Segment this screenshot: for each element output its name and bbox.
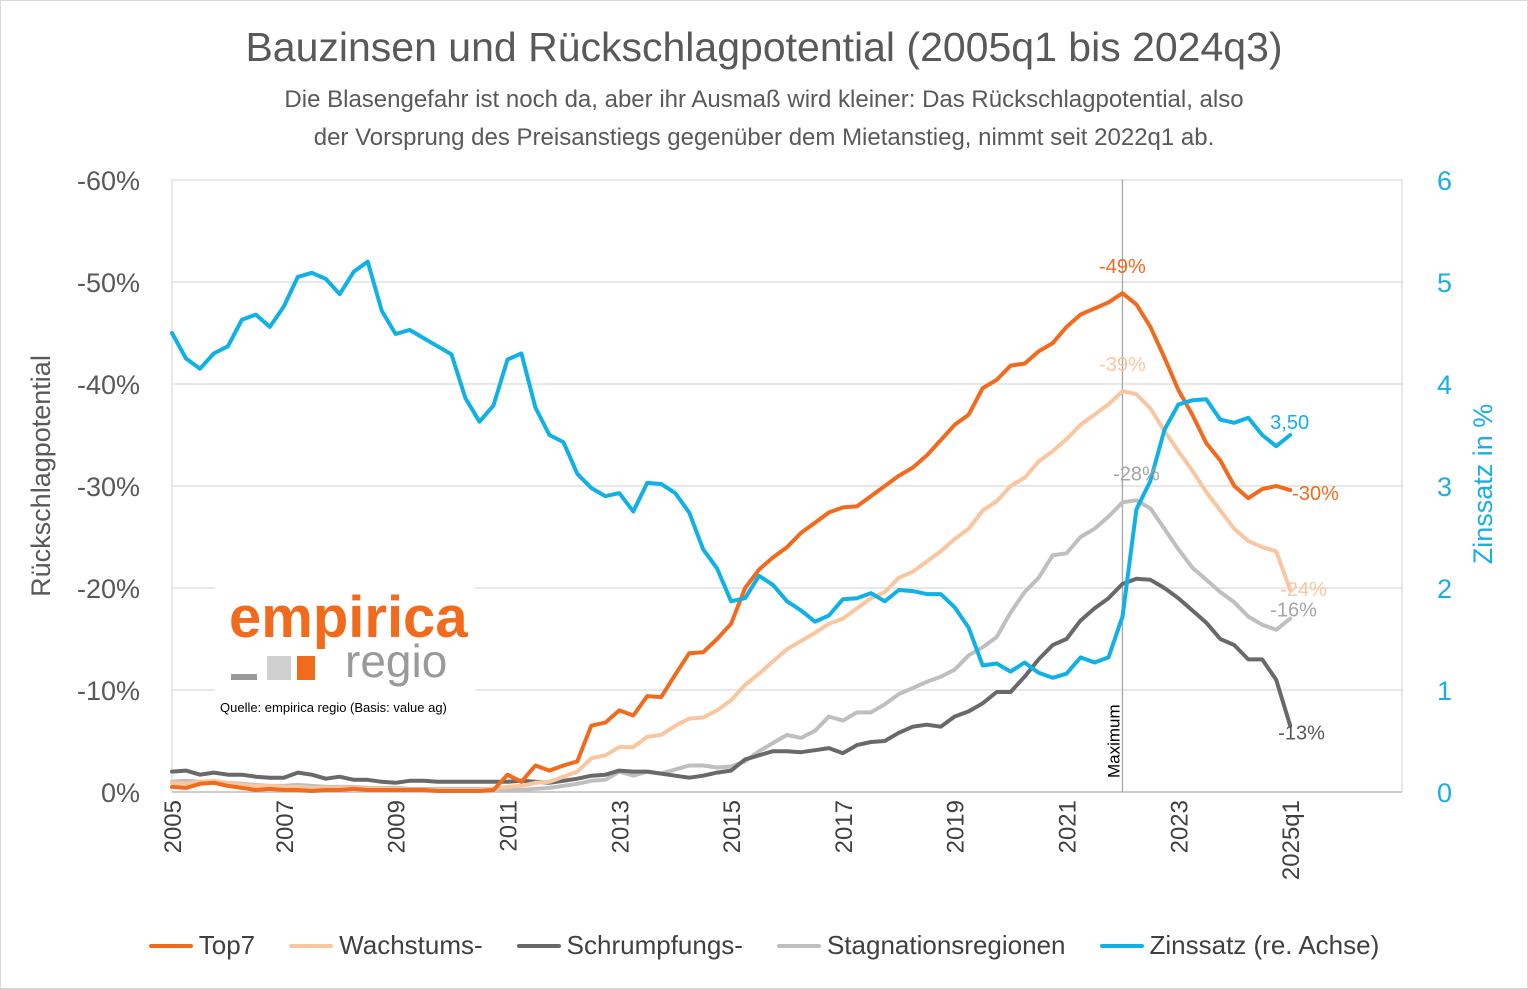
y-tick-label-left: -20% — [77, 574, 140, 604]
legend-label: Schrumpfungs- — [566, 930, 743, 960]
x-tick-label: 2015 — [719, 800, 746, 853]
end-label-4: 3,50 — [1270, 412, 1309, 434]
y-tick-label-right: 3 — [1437, 472, 1452, 502]
legend-label: Stagnationsregionen — [826, 930, 1066, 960]
y-tick-label-left: -60% — [77, 166, 140, 196]
chart-subtitle-line-1: Die Blasengefahr ist noch da, aber ihr A… — [284, 86, 1244, 113]
legend-item-1: Wachstums- — [289, 930, 483, 961]
y-tick-label-right: 4 — [1437, 370, 1452, 400]
y-tick-label-right: 0 — [1437, 778, 1452, 808]
y-tick-label-left: 0% — [101, 778, 140, 808]
end-label-3: -16% — [1270, 600, 1317, 622]
y-tick-label-left: -50% — [77, 268, 140, 298]
legend-label: Top7 — [198, 930, 256, 960]
x-tick-label: 2025q1 — [1278, 800, 1305, 880]
y-tick-label-right: 1 — [1437, 676, 1452, 706]
legend-item-2: Schrumpfungs- — [516, 930, 743, 961]
x-tick-label: 2021 — [1055, 800, 1082, 853]
x-tick-label: 2009 — [384, 800, 411, 853]
legend-swatch — [1099, 943, 1144, 948]
x-tick-label: 2005 — [160, 800, 187, 853]
logo-block-3 — [297, 656, 315, 680]
legend-item-3: Stagnationsregionen — [776, 930, 1066, 961]
x-tick-label: 2023 — [1166, 800, 1193, 853]
source-note: Quelle: empirica regio (Basis: value ag) — [220, 700, 447, 715]
y-axis-title-right: Zinssatz in % — [1468, 404, 1498, 565]
logo-subtitle: regio — [345, 635, 448, 687]
legend-item-4: Zinssatz (re. Achse) — [1099, 930, 1380, 961]
peak-label-3: -28% — [1113, 463, 1160, 485]
logo-wordmark: empirica — [229, 585, 468, 650]
logo-block-2 — [267, 656, 291, 680]
peak-label-0: -49% — [1099, 256, 1146, 278]
y-tick-label-left: -10% — [77, 676, 140, 706]
legend-item-0: Top7 — [148, 930, 256, 961]
series-line-4 — [170, 259, 1293, 680]
legend-label: Zinssatz (re. Achse) — [1149, 930, 1380, 960]
x-tick-label: 2019 — [943, 800, 970, 853]
legend-swatch — [776, 943, 821, 948]
x-tick-label: 2011 — [495, 800, 522, 852]
series-line-2 — [170, 576, 1293, 785]
y-tick-label-right: 5 — [1437, 268, 1452, 298]
peak-label-1: -39% — [1099, 354, 1146, 376]
x-tick-label: 2013 — [607, 800, 634, 853]
chart-subtitle-line-2: der Vorsprung des Preisanstiegs gegenübe… — [313, 124, 1215, 151]
y-tick-label-right: 2 — [1437, 574, 1452, 604]
end-label-1: -24% — [1280, 579, 1327, 601]
maximum-label: Maximum — [1104, 704, 1123, 778]
y-tick-label-left: -40% — [77, 370, 140, 400]
legend-swatch — [148, 943, 193, 948]
y-tick-label-left: -30% — [77, 472, 140, 502]
y-axis-title-left: Rückschlagpotential — [26, 355, 56, 597]
empirica-regio-logo: empirica regio Quelle: empirica regio (B… — [215, 582, 475, 722]
y-tick-label-right: 6 — [1437, 166, 1452, 196]
chart-title: Bauzinsen und Rückschlagpotential (2005q… — [245, 24, 1283, 70]
end-label-0: -30% — [1292, 483, 1339, 505]
series-line-0 — [170, 291, 1293, 793]
x-tick-label: 2007 — [272, 800, 299, 853]
end-label-2: -13% — [1278, 723, 1325, 745]
legend-swatch — [516, 943, 561, 948]
legend-swatch — [289, 943, 334, 948]
legend-label: Wachstums- — [339, 930, 483, 960]
logo-block-1 — [231, 674, 257, 680]
chart-legend: Top7 Wachstums- Schrumpfungs- Stagnationsre… — [0, 930, 1528, 961]
x-tick-label: 2017 — [831, 800, 858, 853]
